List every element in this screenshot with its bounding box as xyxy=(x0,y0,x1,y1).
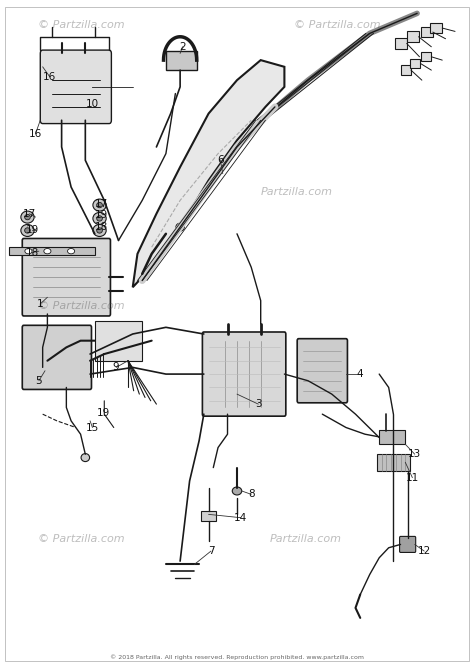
Text: 17: 17 xyxy=(95,199,109,208)
Bar xyxy=(407,31,419,42)
FancyBboxPatch shape xyxy=(22,325,91,389)
Text: 2: 2 xyxy=(179,42,186,51)
Text: © Partzilla.com: © Partzilla.com xyxy=(38,20,125,30)
Bar xyxy=(421,52,431,61)
Text: 18: 18 xyxy=(95,222,109,232)
Text: © 2018 Partzilla. All rights reserved. Reproduction prohibited. www.partzilla.co: © 2018 Partzilla. All rights reserved. R… xyxy=(110,655,364,660)
Bar xyxy=(379,430,405,444)
Text: 18: 18 xyxy=(26,248,39,257)
Text: © Partzilla.com: © Partzilla.com xyxy=(294,20,381,30)
Text: 19: 19 xyxy=(26,226,39,235)
Bar xyxy=(395,38,407,49)
Text: Partzilla.com: Partzilla.com xyxy=(261,187,333,197)
Text: 19: 19 xyxy=(97,408,110,418)
Text: © Partzilla.com: © Partzilla.com xyxy=(38,534,125,544)
FancyBboxPatch shape xyxy=(202,332,286,416)
Polygon shape xyxy=(133,60,284,287)
Text: 3: 3 xyxy=(255,399,262,409)
Bar xyxy=(410,59,420,68)
Text: 10: 10 xyxy=(86,99,99,108)
Text: Partzilla.com: Partzilla.com xyxy=(270,534,342,544)
Text: 8: 8 xyxy=(248,490,255,499)
Ellipse shape xyxy=(93,199,106,211)
Text: 11: 11 xyxy=(406,473,419,482)
Ellipse shape xyxy=(25,228,30,233)
Ellipse shape xyxy=(93,212,106,224)
Text: 6: 6 xyxy=(217,156,224,165)
Text: 19: 19 xyxy=(95,210,109,220)
Text: 17: 17 xyxy=(23,209,36,218)
Bar xyxy=(201,511,216,521)
Ellipse shape xyxy=(25,214,30,220)
Ellipse shape xyxy=(67,248,75,254)
Text: © Partzilla.com: © Partzilla.com xyxy=(38,301,125,311)
Bar xyxy=(95,321,142,361)
Text: 12: 12 xyxy=(418,546,431,556)
Ellipse shape xyxy=(21,224,34,236)
Text: 4: 4 xyxy=(357,369,364,379)
Ellipse shape xyxy=(176,223,184,231)
Text: 15: 15 xyxy=(86,423,99,432)
Bar xyxy=(377,454,410,471)
Ellipse shape xyxy=(97,202,102,208)
Ellipse shape xyxy=(21,211,34,223)
Ellipse shape xyxy=(44,248,51,254)
Text: 16: 16 xyxy=(43,72,56,81)
Ellipse shape xyxy=(97,216,102,221)
Text: 1: 1 xyxy=(37,299,44,309)
Bar xyxy=(9,247,95,255)
FancyBboxPatch shape xyxy=(22,238,110,316)
Ellipse shape xyxy=(93,224,106,236)
Bar xyxy=(430,23,442,33)
Bar xyxy=(401,65,411,75)
FancyBboxPatch shape xyxy=(40,50,111,124)
Text: 9: 9 xyxy=(113,363,119,372)
Ellipse shape xyxy=(97,228,102,233)
Text: 14: 14 xyxy=(234,513,247,522)
Ellipse shape xyxy=(25,248,32,254)
FancyBboxPatch shape xyxy=(400,536,416,552)
Text: 5: 5 xyxy=(36,376,42,385)
Text: 7: 7 xyxy=(208,546,214,556)
Text: 13: 13 xyxy=(408,450,421,459)
Bar xyxy=(421,27,433,37)
Ellipse shape xyxy=(81,454,90,462)
Text: 16: 16 xyxy=(29,129,42,138)
Bar xyxy=(166,51,197,70)
FancyBboxPatch shape xyxy=(297,339,347,403)
Ellipse shape xyxy=(232,487,242,495)
